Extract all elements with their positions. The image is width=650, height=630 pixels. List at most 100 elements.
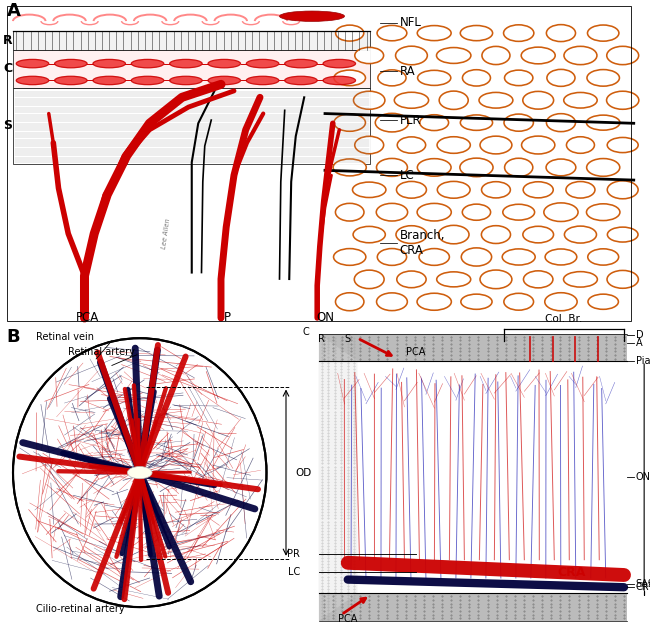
Ellipse shape <box>564 226 597 243</box>
Ellipse shape <box>544 203 578 222</box>
Ellipse shape <box>523 271 553 288</box>
Ellipse shape <box>566 181 595 198</box>
Text: PCA: PCA <box>338 614 358 624</box>
Bar <box>325 9 650 315</box>
Ellipse shape <box>545 249 577 265</box>
Ellipse shape <box>55 59 87 68</box>
Ellipse shape <box>333 159 366 176</box>
Text: A: A <box>6 2 20 20</box>
Text: C: C <box>302 327 309 337</box>
Ellipse shape <box>16 76 49 84</box>
Ellipse shape <box>607 181 638 199</box>
Ellipse shape <box>521 47 555 64</box>
Text: SAS: SAS <box>636 579 650 589</box>
Ellipse shape <box>607 270 638 289</box>
Ellipse shape <box>417 26 451 40</box>
Ellipse shape <box>354 91 385 109</box>
Ellipse shape <box>460 158 493 176</box>
Ellipse shape <box>13 338 266 607</box>
Ellipse shape <box>461 294 492 309</box>
Ellipse shape <box>588 25 619 41</box>
Ellipse shape <box>16 59 49 68</box>
Ellipse shape <box>417 159 451 176</box>
Text: Branch,
CRA: Branch, CRA <box>400 229 445 257</box>
Ellipse shape <box>437 272 471 287</box>
Ellipse shape <box>606 47 639 65</box>
Ellipse shape <box>460 115 493 130</box>
Ellipse shape <box>170 59 202 68</box>
Text: C: C <box>3 62 12 76</box>
Ellipse shape <box>504 70 533 86</box>
Ellipse shape <box>482 181 510 198</box>
Ellipse shape <box>438 226 469 244</box>
Ellipse shape <box>587 159 619 176</box>
Text: S: S <box>344 334 351 344</box>
Ellipse shape <box>334 114 365 131</box>
Text: D: D <box>636 330 643 340</box>
Ellipse shape <box>521 136 555 154</box>
Ellipse shape <box>547 69 575 86</box>
Text: R: R <box>3 34 13 47</box>
Ellipse shape <box>323 76 356 84</box>
Ellipse shape <box>323 59 356 68</box>
Ellipse shape <box>588 249 619 265</box>
Text: R: R <box>318 334 324 344</box>
Ellipse shape <box>335 203 364 221</box>
Bar <box>318 334 627 361</box>
Ellipse shape <box>460 25 493 41</box>
Text: P: P <box>224 311 231 324</box>
Ellipse shape <box>523 226 554 243</box>
Ellipse shape <box>437 47 471 64</box>
Ellipse shape <box>420 115 448 130</box>
Ellipse shape <box>564 47 597 65</box>
Ellipse shape <box>396 271 426 288</box>
Text: PLR: PLR <box>400 113 421 127</box>
Ellipse shape <box>208 59 240 68</box>
Ellipse shape <box>564 272 597 287</box>
Ellipse shape <box>547 25 575 42</box>
Bar <box>13 50 370 88</box>
Ellipse shape <box>285 59 317 68</box>
Ellipse shape <box>504 114 534 131</box>
Ellipse shape <box>375 113 409 132</box>
Ellipse shape <box>504 25 534 42</box>
Text: A: A <box>636 338 642 348</box>
Text: CRA: CRA <box>558 566 586 579</box>
Text: PCA: PCA <box>406 347 426 357</box>
Ellipse shape <box>437 137 471 153</box>
Ellipse shape <box>377 25 407 41</box>
Ellipse shape <box>546 159 576 176</box>
Ellipse shape <box>376 158 408 176</box>
Ellipse shape <box>503 204 534 220</box>
Ellipse shape <box>335 25 364 41</box>
Text: NFL: NFL <box>400 16 422 29</box>
Text: LC: LC <box>288 567 300 577</box>
Ellipse shape <box>280 11 344 21</box>
Text: Cilio-retinal artery: Cilio-retinal artery <box>36 604 124 614</box>
Ellipse shape <box>376 203 408 221</box>
Ellipse shape <box>564 93 597 108</box>
Text: OD: OD <box>296 467 312 478</box>
Text: CRV: CRV <box>636 582 650 592</box>
Ellipse shape <box>523 182 553 198</box>
Ellipse shape <box>462 248 491 266</box>
Ellipse shape <box>547 113 575 132</box>
Ellipse shape <box>586 204 620 220</box>
Ellipse shape <box>93 59 125 68</box>
Ellipse shape <box>417 203 451 221</box>
Ellipse shape <box>353 226 385 243</box>
Ellipse shape <box>523 91 554 109</box>
Ellipse shape <box>462 70 491 86</box>
Polygon shape <box>318 334 358 621</box>
Ellipse shape <box>376 293 408 311</box>
Ellipse shape <box>354 270 384 289</box>
Text: PR: PR <box>287 549 300 559</box>
Bar <box>318 593 627 621</box>
Text: Retinal artery: Retinal artery <box>68 347 135 357</box>
Ellipse shape <box>480 270 512 289</box>
Bar <box>13 88 370 164</box>
Ellipse shape <box>587 69 619 86</box>
Bar <box>318 361 627 593</box>
Ellipse shape <box>377 249 407 265</box>
Ellipse shape <box>480 136 512 154</box>
